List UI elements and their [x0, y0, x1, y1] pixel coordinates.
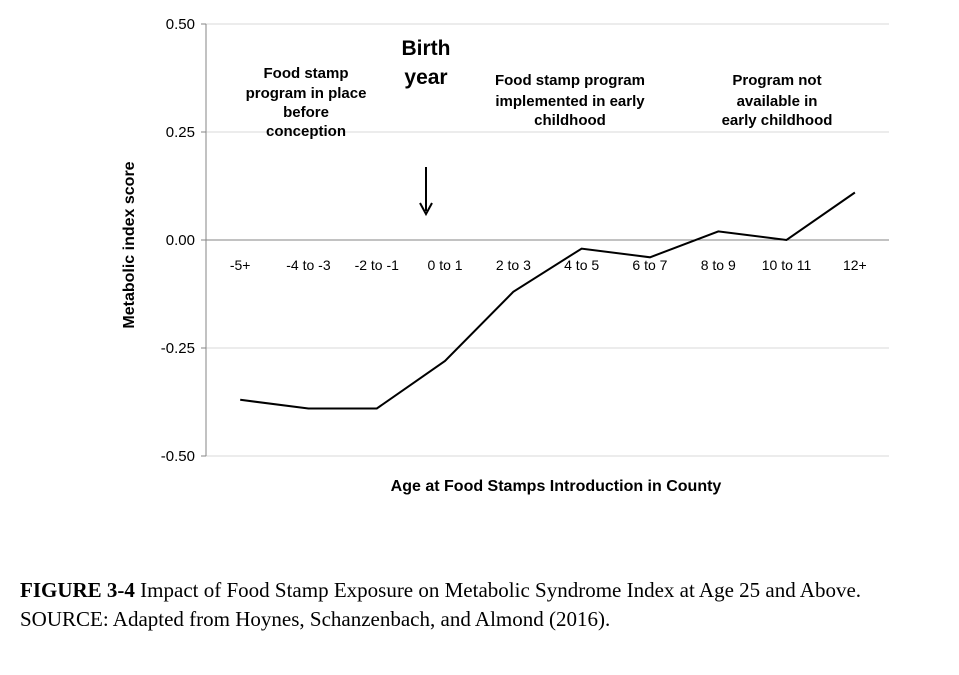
annotation-line: early childhood — [722, 112, 833, 129]
x-category-label: 4 to 5 — [564, 257, 599, 273]
annotation-line: year — [404, 66, 447, 89]
annotation-line: Food stamp program — [495, 72, 645, 89]
annotation-early-childhood: Food stamp program implemented in early … — [495, 72, 645, 129]
y-tick-labels: 0.50 0.25 0.00 -0.25 -0.50 — [161, 16, 195, 465]
data-point — [239, 399, 241, 401]
y-tick-label: 0.00 — [166, 232, 195, 249]
caption-source: SOURCE: Adapted from Hoynes, Schanzenbac… — [20, 607, 611, 631]
annotation-line: Program not — [732, 72, 821, 89]
x-category-label: 6 to 7 — [632, 257, 667, 273]
figure-title: Impact of Food Stamp Exposure on Metabol… — [134, 578, 862, 602]
gridlines — [201, 23, 889, 457]
data-point — [854, 191, 856, 193]
x-category-label: 10 to 11 — [762, 257, 812, 273]
data-point — [512, 291, 514, 293]
y-tick-label: -0.25 — [161, 340, 195, 357]
annotation-line: Food stamp — [264, 65, 349, 82]
data-point — [376, 407, 378, 409]
annotation-line: before — [283, 104, 329, 121]
data-point — [649, 256, 651, 258]
x-category-label: -2 to -1 — [355, 257, 400, 273]
figure-label: FIGURE 3-4 — [20, 578, 135, 602]
caption-title-line: FIGURE 3-4 Impact of Food Stamp Exposure… — [20, 576, 950, 605]
annotation-line: conception — [266, 123, 346, 140]
annotation-not-available: Program not available in early childhood — [722, 72, 833, 129]
annotation-line: Birth — [402, 37, 451, 60]
annotation-line: implemented in early — [495, 93, 645, 110]
y-tick-label: 0.50 — [166, 16, 195, 33]
series-line — [240, 191, 856, 410]
x-axis-title: Age at Food Stamps Introduction in Count… — [391, 478, 722, 495]
annotation-before-conception: Food stamp program in place before conce… — [246, 65, 367, 140]
y-axis-title: Metabolic index score — [121, 161, 138, 328]
x-category-label: 0 to 1 — [428, 257, 463, 273]
data-point — [786, 239, 788, 241]
x-category-label: 2 to 3 — [496, 257, 531, 273]
annotation-birth-year: Birth year — [402, 37, 451, 217]
y-tick-label: -0.50 — [161, 448, 195, 465]
x-category-labels: -5+ -4 to -3 -2 to -1 0 to 1 2 to 3 4 to 5 6 t… — [230, 257, 867, 273]
data-points — [239, 191, 856, 409]
data-point — [717, 230, 719, 232]
metabolic-index-chart: 0.50 0.25 0.00 -0.25 -0.50 -5+ -4 to -3 -2 to … — [121, 16, 889, 495]
x-category-label: -5+ — [230, 257, 251, 273]
x-category-label: -4 to -3 — [286, 257, 331, 273]
data-point — [444, 360, 446, 362]
annotation-line: childhood — [534, 112, 606, 129]
data-point — [581, 248, 583, 250]
annotation-line: program in place — [246, 85, 367, 102]
y-tick-label: 0.25 — [166, 124, 195, 141]
down-arrow-icon — [419, 167, 433, 217]
x-category-label: 8 to 9 — [701, 257, 736, 273]
figure-caption: FIGURE 3-4 Impact of Food Stamp Exposure… — [20, 576, 950, 634]
annotation-line: available in — [737, 93, 818, 110]
data-point — [307, 407, 309, 409]
x-category-label: 12+ — [843, 257, 867, 273]
